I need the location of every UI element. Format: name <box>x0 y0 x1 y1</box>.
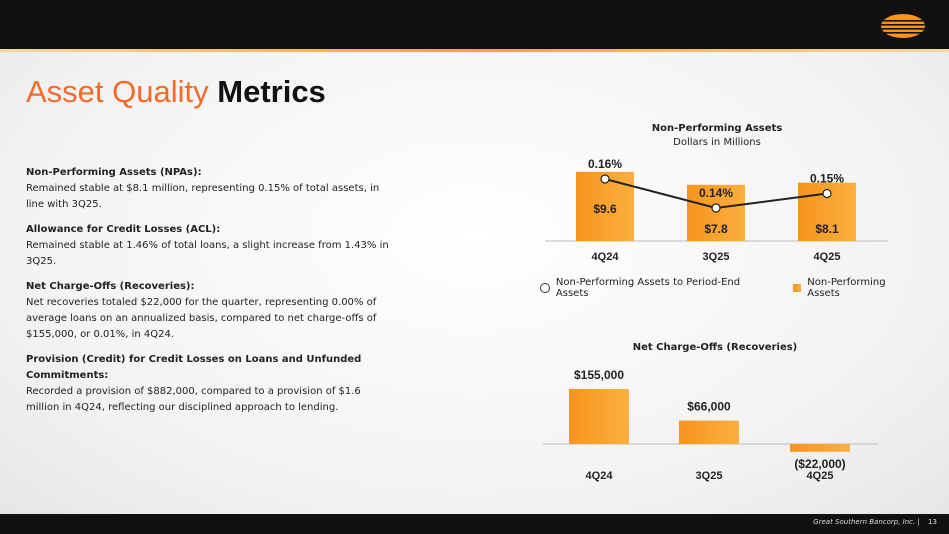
nco-chart-title: Net Charge-Offs (Recoveries) <box>590 341 840 355</box>
nco-bar <box>569 389 629 444</box>
title-part2: Metrics <box>217 74 326 109</box>
npa-bar-label: $8.1 <box>815 222 839 236</box>
footer-bar <box>0 514 949 534</box>
header-accent-line <box>0 49 949 52</box>
summary-item-npa: Non-Performing Assets (NPAs): Remained s… <box>26 165 396 213</box>
npa-chart-title-text: Non-Performing Assets <box>651 123 783 134</box>
npa-category-label: 4Q24 <box>592 251 620 263</box>
nco-bar-label: $155,000 <box>574 368 624 382</box>
nco-category-label: 4Q24 <box>586 470 614 482</box>
summary-item-provision: Provision (Credit) for Credit Losses on … <box>26 352 396 416</box>
npa-category-label: 4Q25 <box>814 251 841 263</box>
npa-ratio-point <box>822 188 832 199</box>
page-number: 13 <box>928 518 937 526</box>
nco-bar <box>790 444 850 452</box>
header-bar <box>0 0 949 49</box>
footer-company: Great Southern Bancorp, Inc. <box>813 518 916 526</box>
npa-bar-label: $9.6 <box>593 202 617 216</box>
npa-chart-legend: Non-Performing Assets to Period-End Asse… <box>540 277 920 299</box>
nco-bar <box>679 420 739 444</box>
item-text: Recorded a provision of $882,000, compar… <box>26 386 361 413</box>
npa-ratio-point <box>600 174 610 184</box>
item-heading: Allowance for Credit Losses (ACL): <box>26 224 221 235</box>
nco-bar-label: ($22,000) <box>794 457 845 471</box>
item-text: Remained stable at $8.1 million, represe… <box>26 183 380 210</box>
nco-bar-label: $66,000 <box>687 400 731 414</box>
item-text: Net recoveries totaled $22,000 for the q… <box>26 297 377 340</box>
legend-square-icon <box>793 284 802 292</box>
nco-category-label: 3Q25 <box>696 470 723 482</box>
summary-text: Non-Performing Assets (NPAs): Remained s… <box>26 165 396 425</box>
footer-text: Great Southern Bancorp, Inc. | 13 <box>813 518 937 526</box>
page-title: Asset Quality Metrics <box>26 72 326 112</box>
legend-label-npa: Non-Performing Assets <box>807 277 886 299</box>
npa-ratio-label: 0.15% <box>810 172 844 186</box>
npa-ratio-label: 0.14% <box>699 186 733 200</box>
nco-chart-title-text: Net Charge-Offs (Recoveries) <box>632 342 798 353</box>
summary-item-nco: Net Charge-Offs (Recoveries): Net recove… <box>26 279 396 343</box>
item-text: Remained stable at 1.46% of total loans,… <box>26 240 389 267</box>
item-heading: Non-Performing Assets (NPAs): <box>26 167 202 178</box>
item-heading: Provision (Credit) for Credit Losses on … <box>26 354 362 381</box>
legend-label-ratio: Non-Performing Assets to Period-End Asse… <box>555 277 741 299</box>
summary-item-acl: Allowance for Credit Losses (ACL): Remai… <box>26 222 396 270</box>
item-heading: Net Charge-Offs (Recoveries): <box>26 281 195 292</box>
slide-background <box>0 52 949 514</box>
npa-ratio-label: 0.16% <box>588 157 622 171</box>
npa-bar-label: $7.8 <box>704 222 728 236</box>
npa-bar <box>687 184 745 241</box>
npa-chart-title: Non-Performing Assets Dollars in Million… <box>617 122 817 150</box>
npa-category-label: 3Q25 <box>703 251 730 263</box>
legend-circle-icon <box>540 283 550 293</box>
nco-category-label: 4Q25 <box>807 470 834 482</box>
npa-chart-subtitle: Dollars in Millions <box>673 137 761 148</box>
footer-separator: | <box>917 518 920 526</box>
company-logo-icon <box>880 13 926 44</box>
title-part1: Asset Quality <box>26 74 209 109</box>
npa-ratio-point <box>711 203 721 213</box>
